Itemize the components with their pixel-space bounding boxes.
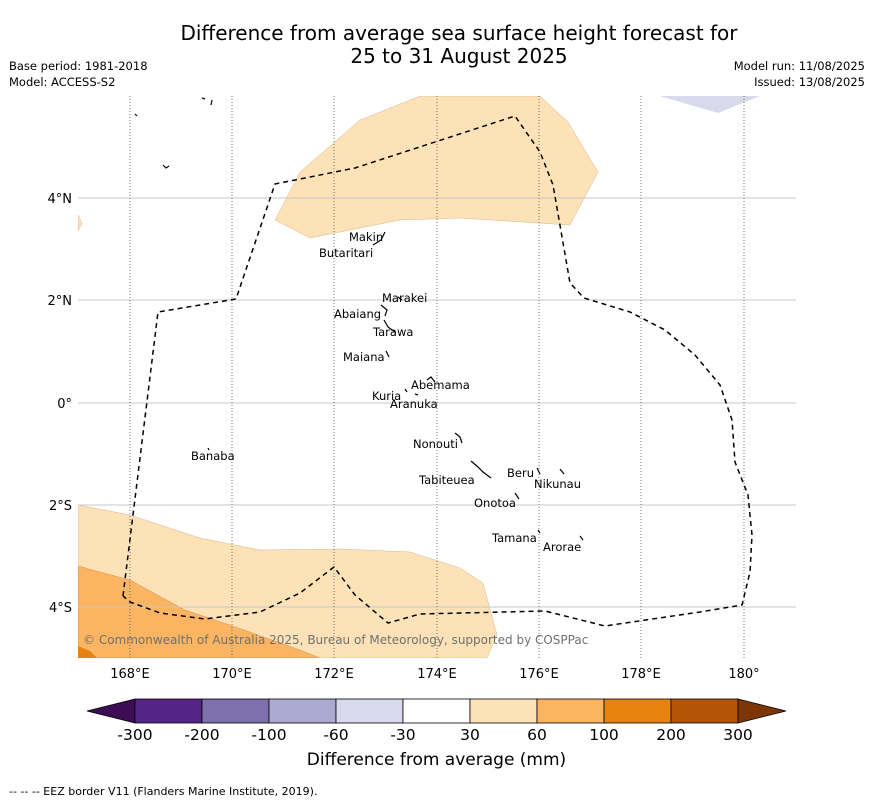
issued-text: Issued: 13/08/2025 bbox=[754, 75, 865, 89]
copyright-notice: © Commonwealth of Australia 2025, Bureau… bbox=[83, 633, 588, 647]
island-shape-beru bbox=[536, 467, 541, 475]
island-label: Banaba bbox=[191, 449, 235, 463]
longitude-labels: 168°E 170°E 172°E 174°E 176°E 178°E 180° bbox=[110, 667, 759, 682]
title-line-2: 25 to 31 August 2025 bbox=[350, 44, 568, 68]
island-label: Makin bbox=[349, 230, 383, 244]
island-shape-north-1 bbox=[201, 97, 206, 100]
lon-tick-label: 170°E bbox=[212, 667, 252, 682]
colorbar-segment bbox=[603, 698, 672, 724]
colorbar-segment bbox=[670, 698, 739, 724]
lon-tick-label: 172°E bbox=[314, 667, 354, 682]
colorbar-tick-label: -200 bbox=[184, 726, 219, 744]
lat-tick-label: 4°S bbox=[49, 601, 72, 616]
island-label: Beru bbox=[507, 466, 534, 480]
lon-tick-label: 176°E bbox=[519, 667, 559, 682]
colorbar-segment bbox=[268, 698, 337, 724]
colorbar-segment bbox=[536, 698, 605, 724]
island-label: Tamana bbox=[491, 531, 537, 545]
eez-legend-footer: -- -- -- EEZ border V11 (Flanders Marine… bbox=[9, 785, 318, 798]
island-shape-maiana bbox=[385, 350, 390, 358]
island-label: Abemama bbox=[411, 378, 470, 392]
island-shape-abemama bbox=[426, 376, 436, 383]
colorbar-tick-label: 60 bbox=[527, 726, 547, 744]
anomaly-region-100-200-south bbox=[78, 646, 97, 658]
colorbar-tick-label: 200 bbox=[656, 726, 686, 744]
island-shape-abaiang bbox=[380, 304, 388, 317]
lon-tick-label: 174°E bbox=[417, 667, 457, 682]
lon-tick-label: 168°E bbox=[110, 667, 150, 682]
colorbar-segment bbox=[402, 698, 471, 724]
colorbar-tick-label: 30 bbox=[460, 726, 480, 744]
island-shape-nikunau bbox=[559, 468, 565, 475]
colorbar-extend-low bbox=[86, 698, 136, 724]
model-text: Model: ACCESS-S2 bbox=[9, 75, 116, 89]
island-label: Nonouti bbox=[413, 437, 458, 451]
lat-tick-label: 2°S bbox=[49, 499, 72, 514]
island-shape-north-2 bbox=[210, 99, 213, 106]
base-period-text: Base period: 1981-2018 bbox=[9, 59, 148, 73]
island-label: Marakei bbox=[382, 291, 427, 305]
island-shape-banaba bbox=[207, 447, 210, 451]
anomaly-fills bbox=[78, 96, 760, 658]
island-shape-north-4 bbox=[162, 164, 170, 169]
anomaly-region-30-60-west-edge bbox=[78, 214, 83, 232]
colorbar-tick-label: -300 bbox=[117, 726, 152, 744]
lat-tick-label: 4°N bbox=[48, 192, 73, 207]
lon-tick-label: 180° bbox=[728, 667, 759, 682]
anomaly-region-neg30-60-northeast bbox=[660, 96, 760, 113]
eez-border bbox=[122, 115, 753, 627]
islands-outlines bbox=[134, 97, 584, 541]
colorbar-tick-label: -30 bbox=[390, 726, 415, 744]
anomaly-region-60-100-south bbox=[78, 565, 321, 658]
island-label: Maiana bbox=[343, 350, 385, 364]
lat-tick-label: 0° bbox=[57, 397, 72, 412]
anomaly-region-30-60-north bbox=[274, 96, 599, 239]
colorbar-segment bbox=[201, 698, 270, 724]
island-shape-north-3 bbox=[134, 113, 138, 117]
latitude-labels: 4°N 2°N 0° 2°S 4°S bbox=[48, 192, 73, 616]
colorbar bbox=[86, 698, 787, 724]
run-info: Model run: 11/08/2025 Issued: 13/08/2025 bbox=[734, 58, 865, 90]
colorbar-segment bbox=[335, 698, 404, 724]
island-shape-aranuka bbox=[414, 393, 419, 396]
island-label: Arorae bbox=[543, 540, 581, 554]
island-label: Tabiteuea bbox=[418, 473, 475, 487]
island-labels: Makin Butaritari Marakei Abaiang Tarawa … bbox=[191, 230, 581, 554]
island-shape-onotoa bbox=[514, 492, 520, 500]
island-label: Aranuka bbox=[390, 397, 438, 411]
island-label: Tarawa bbox=[372, 325, 413, 339]
island-shape-tamana bbox=[537, 529, 541, 534]
island-shape-tabiteuea bbox=[470, 460, 492, 479]
island-shape-tarawa bbox=[383, 319, 396, 333]
colorbar-segment bbox=[469, 698, 538, 724]
island-label: Kuria bbox=[372, 389, 401, 403]
colorbar-segment bbox=[134, 698, 203, 724]
colorbar-tick-label: -60 bbox=[323, 726, 348, 744]
map-area: Makin Butaritari Marakei Abaiang Tarawa … bbox=[78, 96, 796, 658]
island-shape-kuria bbox=[404, 388, 408, 393]
colorbar-extend-high bbox=[737, 698, 787, 724]
lat-tick-label: 2°N bbox=[48, 294, 73, 309]
island-label: Nikunau bbox=[534, 477, 581, 491]
island-label: Abaiang bbox=[334, 307, 381, 321]
island-shape-marakei bbox=[397, 296, 403, 301]
island-shape-nonouti bbox=[454, 432, 463, 444]
colorbar-tick-label: 300 bbox=[723, 726, 753, 744]
map-title: Difference from average sea surface heig… bbox=[0, 22, 873, 68]
lon-tick-label: 178°E bbox=[621, 667, 661, 682]
model-run-text: Model run: 11/08/2025 bbox=[733, 59, 865, 73]
island-label: Onotoa bbox=[474, 496, 516, 510]
title-line-1: Difference from average sea surface heig… bbox=[180, 21, 738, 45]
colorbar-tick-label: 100 bbox=[589, 726, 619, 744]
base-period-info: Base period: 1981-2018 Model: ACCESS-S2 bbox=[9, 58, 148, 90]
island-shape-makin bbox=[372, 231, 386, 246]
colorbar-title: Difference from average (mm) bbox=[306, 750, 567, 770]
colorbar-tick-label: -100 bbox=[251, 726, 286, 744]
meridians bbox=[129, 96, 745, 658]
colorbar-tick-labels: -300 -200 -100 -60 -30 30 60 100 200 300 bbox=[117, 726, 752, 744]
island-label: Butaritari bbox=[319, 246, 373, 260]
island-shape-arorae bbox=[579, 535, 584, 541]
